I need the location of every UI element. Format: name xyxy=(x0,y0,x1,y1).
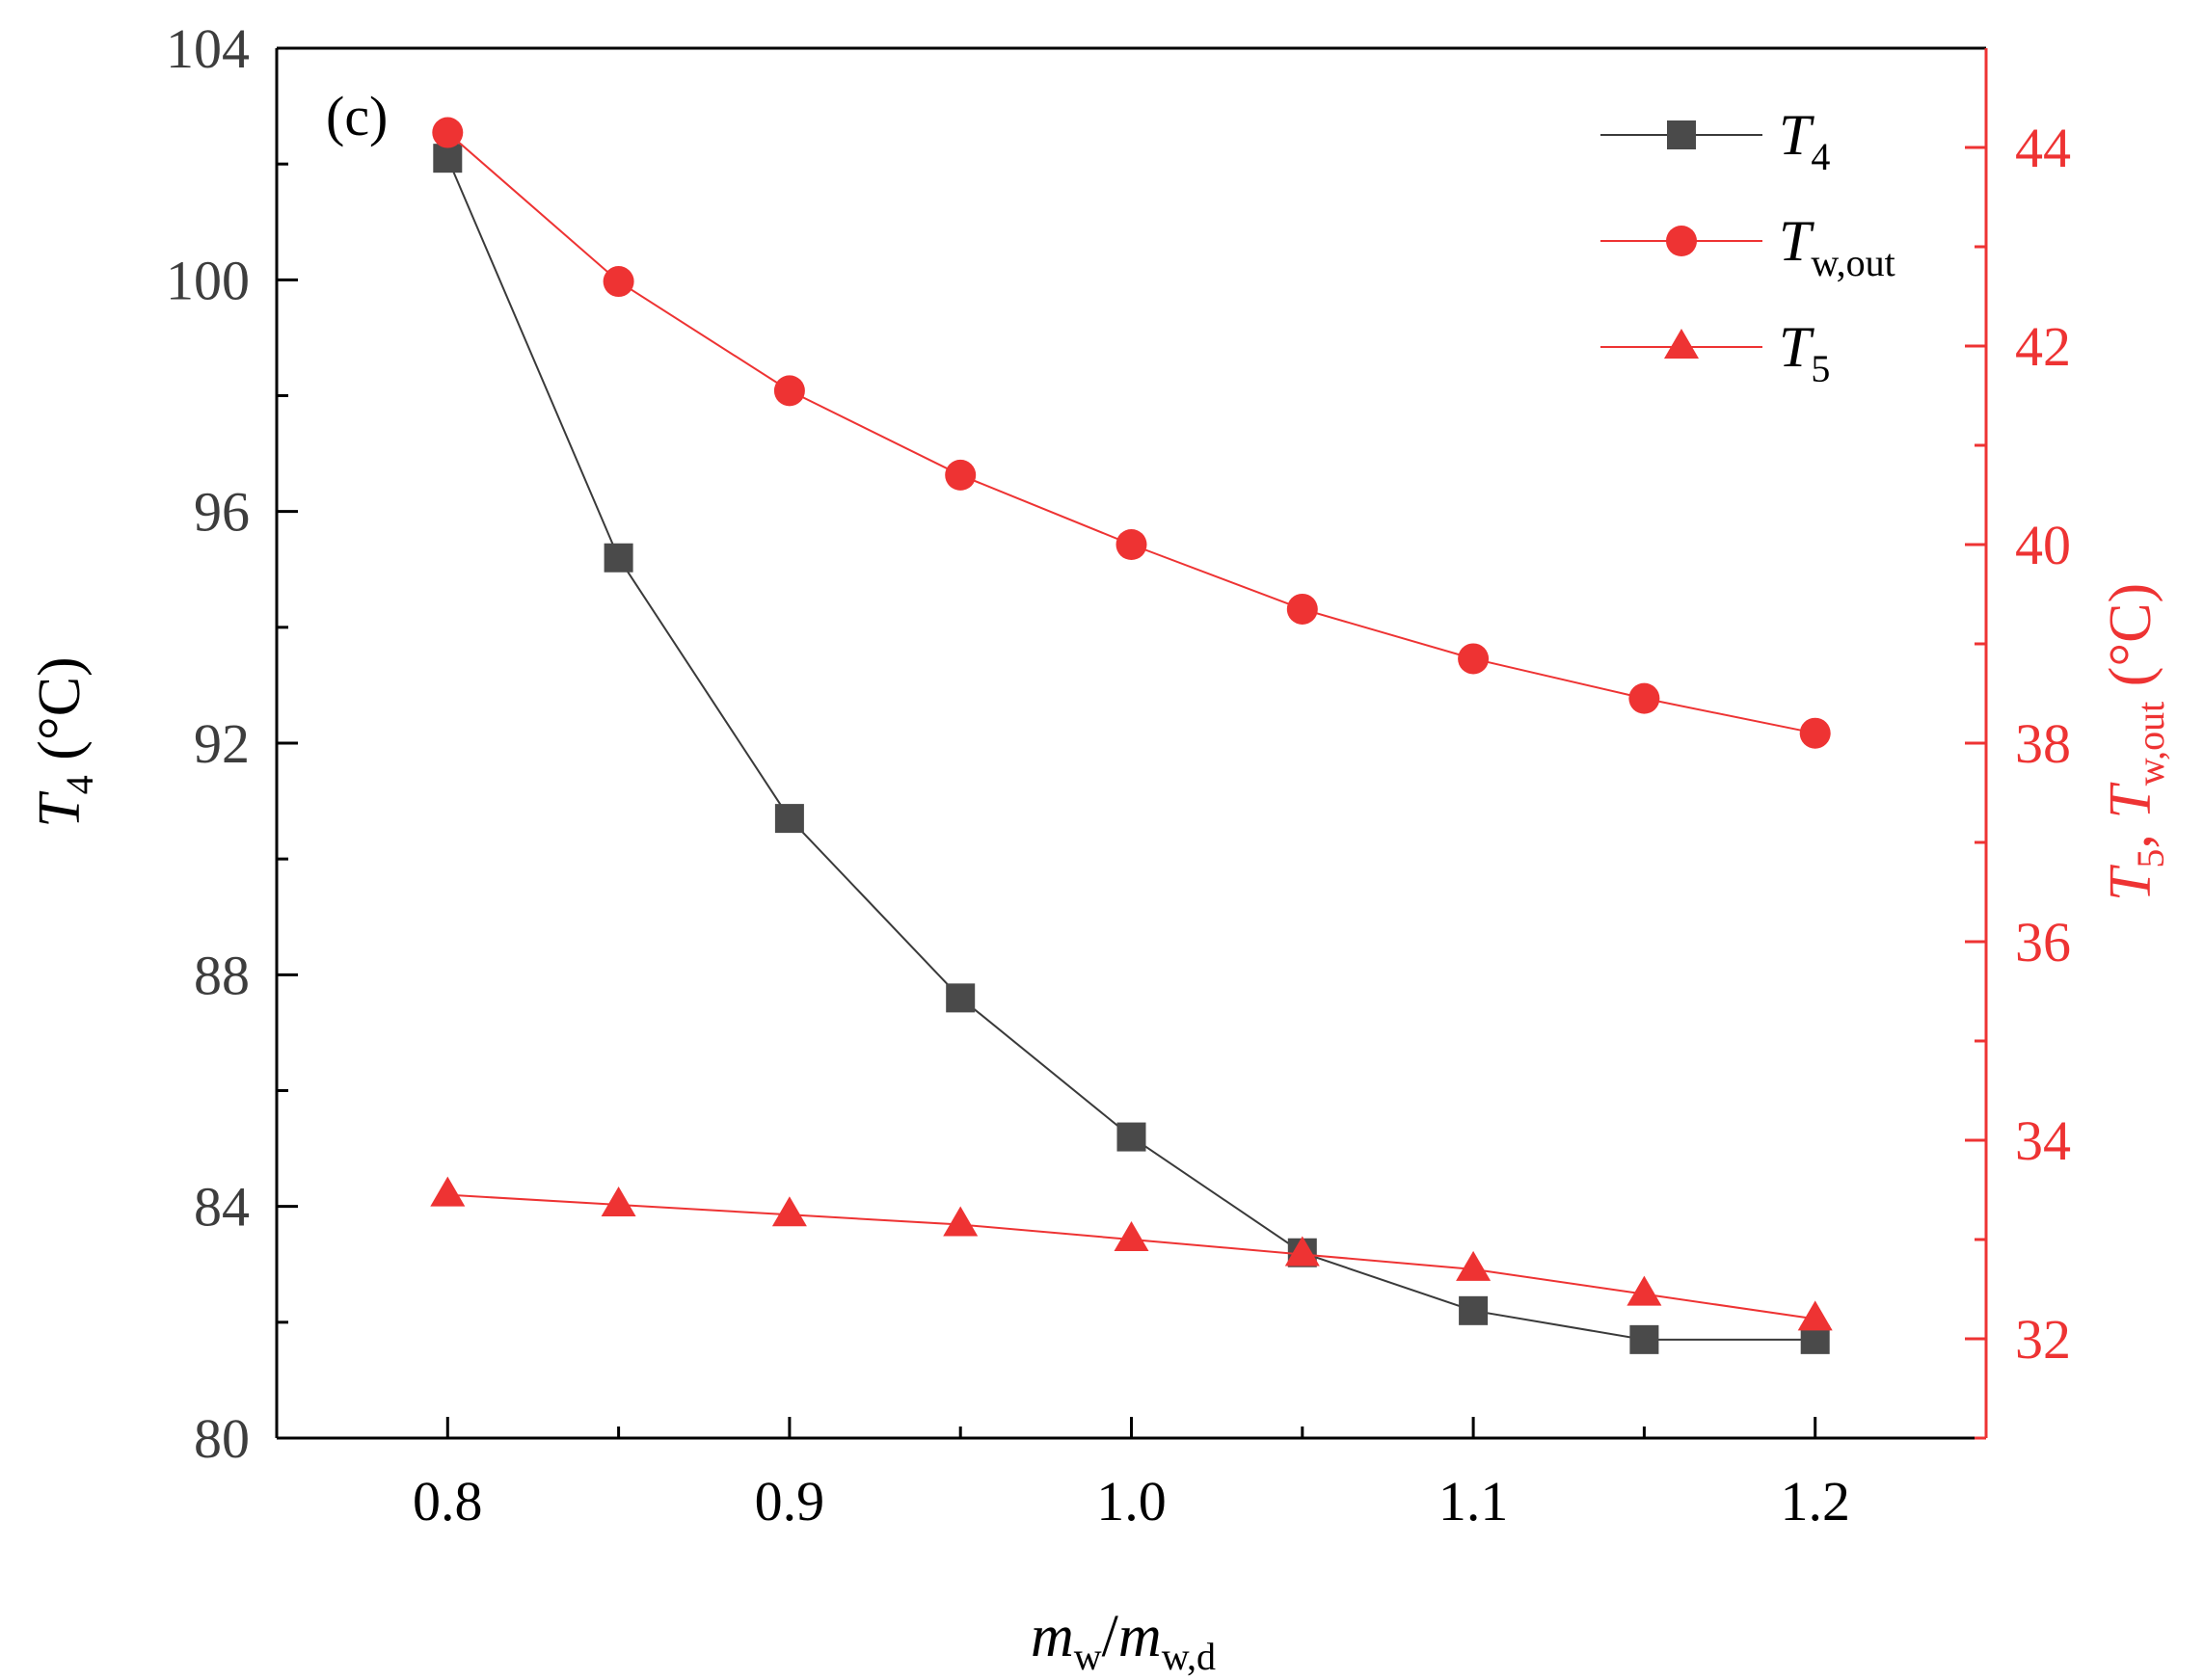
legend-label-t5: T5 xyxy=(1779,315,1830,390)
right-tick-label: 32 xyxy=(2015,1308,2071,1371)
legend-entry-tw-out: Tw,out xyxy=(1600,209,1895,284)
data-point-t4 xyxy=(774,804,804,834)
series-t5 xyxy=(430,1176,1833,1331)
right-tick-label: 38 xyxy=(2015,712,2071,775)
data-point-t4 xyxy=(433,144,463,173)
legend: T4 Tw,out T5 xyxy=(1600,103,1895,390)
left-tick-label: 96 xyxy=(194,481,250,544)
data-point-t4 xyxy=(946,983,976,1013)
x-tick-label: 0.9 xyxy=(755,1470,825,1533)
data-point-t4 xyxy=(604,543,633,573)
data-point-t5 xyxy=(1626,1275,1662,1306)
right-tick-label: 44 xyxy=(2015,117,2071,179)
series-layer xyxy=(430,117,1833,1354)
x-tick-label: 1.2 xyxy=(1780,1470,1850,1533)
series-tw_out xyxy=(432,117,1831,749)
data-point-t4 xyxy=(1629,1324,1659,1354)
data-point-tw_out xyxy=(945,459,977,491)
legend-label-t4: T4 xyxy=(1779,103,1830,178)
left-tick-label: 104 xyxy=(166,17,250,80)
x-tick-label: 0.8 xyxy=(413,1470,483,1533)
right-tick-label: 42 xyxy=(2015,315,2071,378)
legend-marker-t4 xyxy=(1667,120,1696,149)
data-point-tw_out xyxy=(1286,593,1318,625)
data-point-t5 xyxy=(601,1186,636,1216)
right-tick-label: 36 xyxy=(2015,911,2071,973)
data-point-tw_out xyxy=(1628,682,1660,714)
series-line-t5 xyxy=(447,1193,1815,1320)
data-point-t5 xyxy=(1797,1300,1833,1331)
right-tick-label: 40 xyxy=(2015,514,2071,576)
left-tick-label: 92 xyxy=(194,712,250,775)
data-point-tw_out xyxy=(1458,643,1490,675)
x-axis-title: mw/mw,d xyxy=(1031,1604,1216,1678)
panel-label: (c) xyxy=(326,85,388,147)
series-t4 xyxy=(433,144,1830,1354)
data-point-tw_out xyxy=(432,117,464,148)
legend-entry-t5: T5 xyxy=(1600,315,1830,390)
right-axis-ticks: 32 34 36 38 40 42 44 xyxy=(1965,117,2071,1440)
legend-marker-t5 xyxy=(1664,329,1699,359)
left-tick-label: 80 xyxy=(194,1407,250,1470)
left-tick-label: 88 xyxy=(194,944,250,1006)
x-tick-label: 1.1 xyxy=(1438,1470,1509,1533)
left-tick-label: 84 xyxy=(194,1176,250,1239)
legend-marker-tw-out xyxy=(1666,226,1697,256)
data-point-t4 xyxy=(1116,1122,1146,1152)
x-axis-ticks: 0.8 0.9 1.0 1.1 1.2 xyxy=(413,1417,1850,1533)
data-point-t5 xyxy=(1456,1250,1492,1281)
data-point-tw_out xyxy=(773,375,805,407)
left-y-axis-title: T4 (°C) xyxy=(27,656,101,827)
data-point-tw_out xyxy=(1799,717,1831,749)
right-tick-label: 34 xyxy=(2015,1109,2071,1172)
data-point-t5 xyxy=(1114,1221,1149,1251)
data-point-tw_out xyxy=(603,266,634,298)
left-axis-ticks: 80 84 88 92 96 100 104 xyxy=(166,17,298,1470)
data-point-t5 xyxy=(771,1196,807,1227)
series-line-t4 xyxy=(446,157,1815,1341)
data-point-t4 xyxy=(1459,1295,1489,1325)
data-point-t5 xyxy=(1284,1236,1320,1267)
data-point-t5 xyxy=(430,1176,466,1207)
data-point-tw_out xyxy=(1115,529,1147,560)
legend-label-tw-out: Tw,out xyxy=(1779,209,1895,284)
right-y-axis-title: T5, Tw,out (°C) xyxy=(2098,583,2172,901)
data-point-t5 xyxy=(943,1206,979,1237)
series-line-tw_out xyxy=(446,131,1815,734)
x-tick-label: 1.0 xyxy=(1096,1470,1167,1533)
left-tick-label: 100 xyxy=(166,249,250,311)
legend-entry-t4: T4 xyxy=(1600,103,1830,178)
